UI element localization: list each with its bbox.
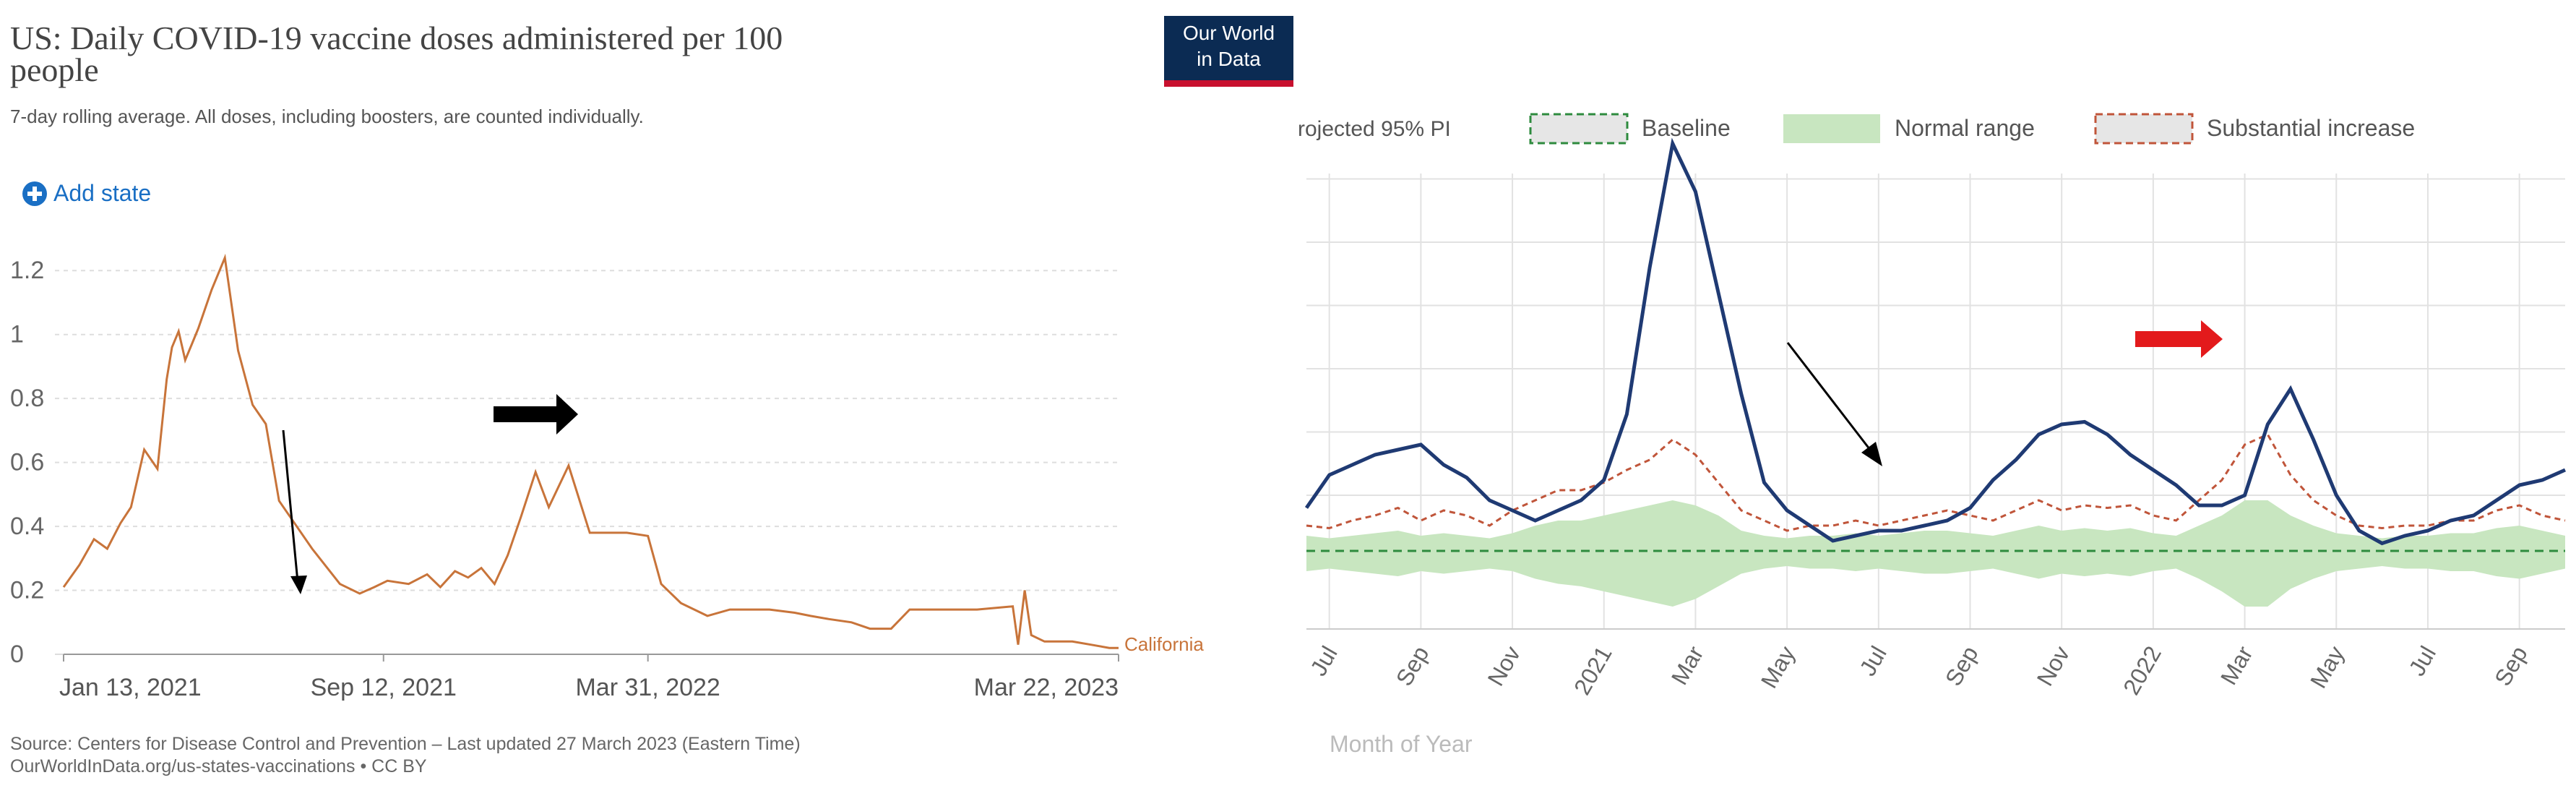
right-pointer-arrow-head [1861, 442, 1882, 466]
right-x-tick-label: May [2305, 642, 2349, 693]
left-x-tick-label: Jan 13, 2021 [59, 674, 202, 701]
legend-baseline-label: Baseline [1642, 115, 1731, 141]
right-pointer-arrow-shaft [1786, 342, 1871, 450]
right-x-tick-labels: Jul Sep Nov 2021 Mar May Jul Sep Nov 2022 Mar May Ju… [1305, 641, 2533, 699]
right-x-tick-label: Jul [2403, 642, 2441, 680]
add-state-label: Add state [53, 180, 151, 206]
left-pointer-arrow-shaft [282, 429, 299, 583]
right-x-tick-label: Jul [1854, 642, 1892, 680]
right-x-tick-label: Mar [2215, 641, 2258, 689]
substantial-increase-line [1306, 433, 2566, 532]
normal-range-band [1306, 500, 2565, 607]
right-x-tick-label: 2021 [1569, 642, 1617, 700]
left-chart-title-line2: people [10, 51, 99, 88]
left-x-tick-labels: Jan 13, 2021 Sep 12, 2021 Mar 31, 2022 Mar … [59, 654, 1119, 701]
right-legend: rojected 95% PI Baseline Normal range Su… [1298, 113, 2415, 145]
left-right-arrow-annotation [494, 394, 578, 435]
right-x-tick-label: Sep [1940, 642, 1983, 690]
left-right-arrow-head [556, 394, 578, 435]
left-y-tick-label: 0.8 [10, 385, 44, 412]
left-x-tick-label: Mar 22, 2023 [974, 674, 1119, 701]
add-state-button[interactable]: Add state [22, 180, 151, 206]
owid-logo-line2: in Data [1197, 48, 1261, 70]
left-pointer-arrow-annotation [282, 429, 307, 594]
legend-baseline-swatch [1529, 113, 1629, 145]
legend-cut-label: rojected 95% PI [1298, 117, 1451, 141]
series-label-california: California [1124, 633, 1204, 655]
right-x-tick-label: Sep [1391, 642, 1434, 690]
right-x-tick-label: Mar [1666, 641, 1709, 689]
owid-logo[interactable]: Our World in Data [1164, 16, 1293, 87]
right-x-tick-label: 2022 [2118, 642, 2166, 700]
legend-substantial-swatch [2094, 113, 2194, 145]
left-chart-subtitle: 7-day rolling average. All doses, includ… [10, 106, 644, 127]
left-right-arrow-shaft [494, 406, 559, 422]
legend-substantial-label: Substantial increase [2207, 115, 2415, 141]
right-x-tick-label: Nov [1483, 642, 1526, 690]
observed-line [1304, 137, 2567, 546]
left-y-tick-label: 0.6 [10, 449, 44, 476]
legend-normal-range-swatch [1783, 114, 1880, 143]
right-x-tick-label: May [1756, 642, 1800, 693]
right-chart: rojected 95% PI Baseline Normal range Su… [1298, 113, 2567, 757]
left-source-line2: OurWorldInData.org/us-states-vaccination… [10, 756, 427, 776]
right-x-tick-label: Jul [1305, 642, 1343, 680]
left-y-tick-label: 0.4 [10, 513, 44, 540]
left-y-tick-label: 1.2 [10, 257, 44, 284]
left-chart: US: Daily COVID-19 vaccine doses adminis… [10, 20, 1204, 776]
left-grid [55, 270, 1119, 655]
left-pointer-arrow-head [290, 575, 307, 594]
legend-normal-range-label: Normal range [1895, 115, 2035, 141]
left-x-tick-label: Sep 12, 2021 [311, 674, 457, 701]
left-chart-title: US: Daily COVID-19 vaccine doses adminis… [10, 20, 783, 56]
right-x-tick-label: Sep [2489, 642, 2533, 690]
left-y-tick-labels: 0 0.2 0.4 0.6 0.8 1 1.2 [10, 257, 44, 668]
left-y-tick-label: 0 [10, 641, 24, 668]
owid-logo-line1: Our World [1182, 22, 1275, 44]
red-arrow-head [2201, 320, 2223, 358]
right-pointer-arrow-annotation [1786, 342, 1882, 466]
plus-icon-v [33, 187, 37, 201]
left-x-tick-label: Mar 31, 2022 [575, 674, 720, 701]
right-x-tick-label: Nov [2032, 642, 2075, 690]
right-red-arrow-annotation [2135, 320, 2223, 358]
right-x-axis-label: Month of Year [1330, 731, 1473, 757]
left-source-line1: Source: Centers for Disease Control and … [10, 734, 801, 754]
left-y-tick-label: 0.2 [10, 577, 44, 604]
series-line-california [62, 253, 1119, 649]
left-y-tick-label: 1 [10, 321, 24, 348]
red-arrow-shaft [2135, 331, 2204, 347]
